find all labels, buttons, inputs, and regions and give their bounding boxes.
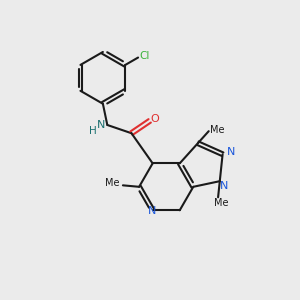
Text: Me: Me bbox=[105, 178, 120, 188]
Text: N: N bbox=[148, 206, 156, 216]
Text: N: N bbox=[220, 182, 229, 191]
Text: N: N bbox=[97, 120, 105, 130]
Text: Cl: Cl bbox=[140, 51, 150, 62]
Text: H: H bbox=[89, 126, 97, 136]
Text: Me: Me bbox=[214, 198, 228, 208]
Text: O: O bbox=[151, 114, 159, 124]
Text: N: N bbox=[227, 148, 235, 158]
Text: Me: Me bbox=[210, 125, 224, 135]
